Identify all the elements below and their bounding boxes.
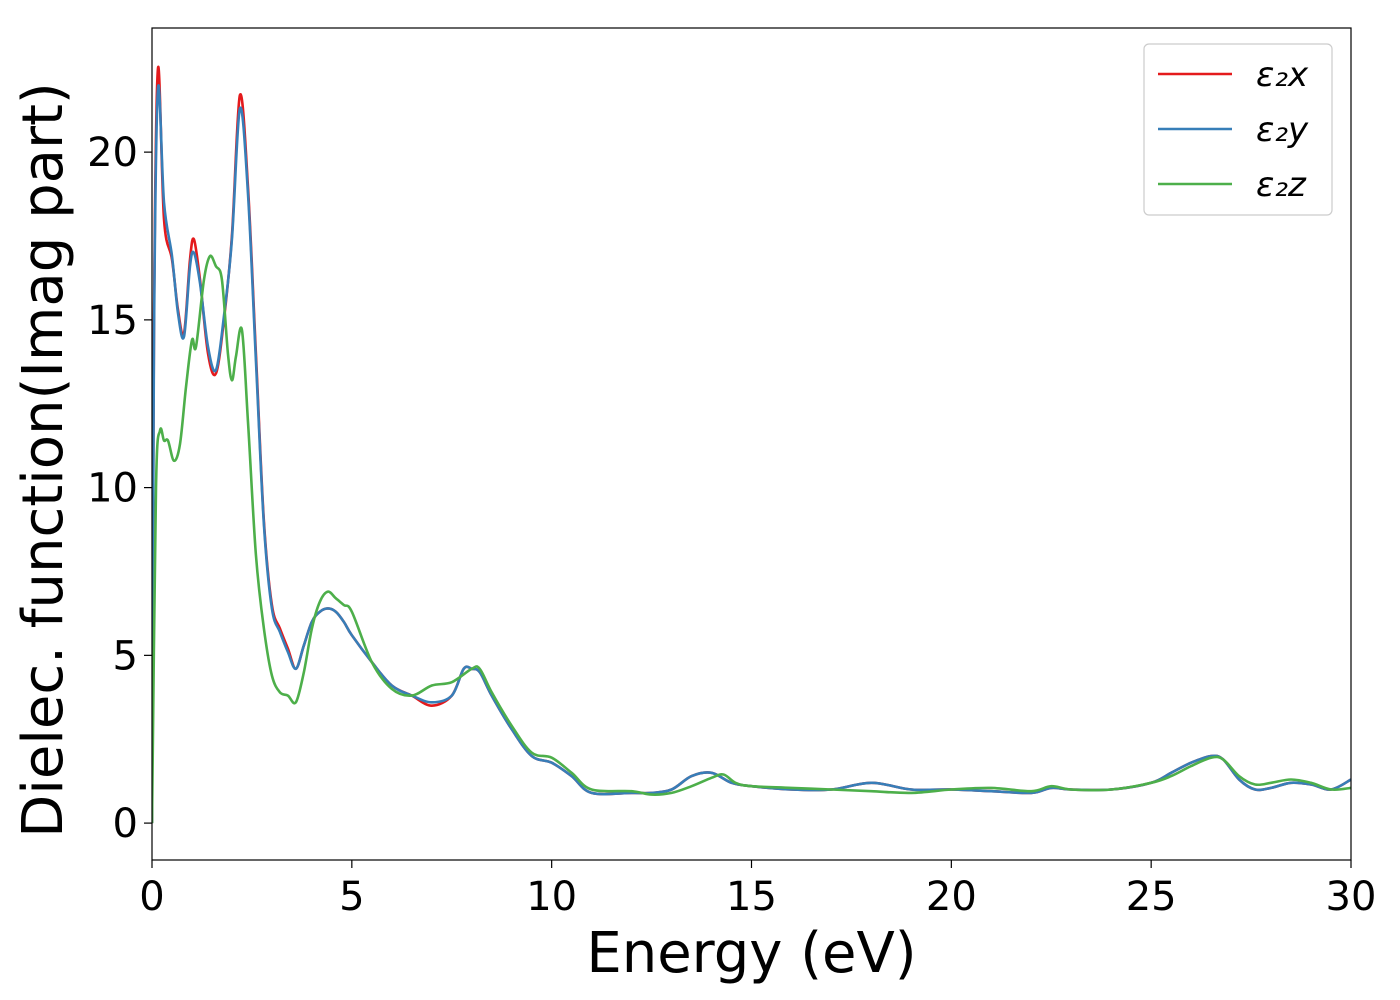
y-tick-label: 15 <box>87 298 138 344</box>
y-tick-label: 10 <box>87 466 138 512</box>
x-tick-label: 15 <box>726 874 777 920</box>
y-axis: 0 5 10 15 20 <box>87 130 152 847</box>
x-axis-title: Energy (eV) <box>586 921 916 986</box>
legend-label: ε₂y <box>1256 110 1309 150</box>
legend-box <box>1143 43 1333 216</box>
x-tick-label: 25 <box>1126 874 1177 920</box>
y-tick-label: 20 <box>87 130 138 176</box>
x-axis: 0 5 10 15 20 25 30 <box>139 860 1376 920</box>
y-axis-title: Dielec. function(Imag part) <box>11 82 76 838</box>
x-tick-label: 0 <box>139 874 164 920</box>
series-lines <box>152 65 1351 824</box>
y-tick-label: 5 <box>113 633 138 679</box>
legend: ε₂x ε₂y ε₂z <box>1143 43 1333 216</box>
x-tick-label: 10 <box>526 874 577 920</box>
x-tick-label: 30 <box>1326 874 1377 920</box>
x-tick-label: 20 <box>926 874 977 920</box>
legend-label: ε₂x <box>1256 55 1309 95</box>
series-line-eps2z <box>152 254 1351 824</box>
y-tick-label: 0 <box>113 801 138 847</box>
legend-label: ε₂z <box>1256 165 1307 205</box>
x-tick-label: 5 <box>339 874 364 920</box>
